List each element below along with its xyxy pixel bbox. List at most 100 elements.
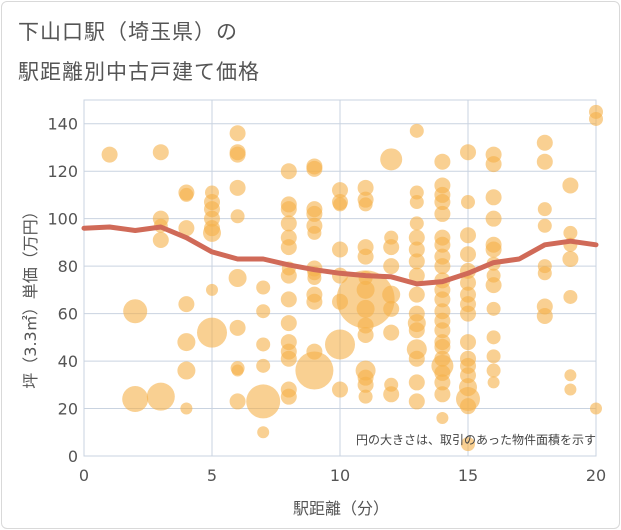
data-bubble [408, 374, 425, 391]
data-bubble [536, 307, 553, 324]
data-bubble [460, 144, 476, 161]
data-bubble [325, 329, 355, 360]
data-bubble [485, 210, 502, 227]
trend-line [81, 224, 599, 287]
data-bubble [197, 317, 227, 348]
data-bubble [178, 220, 195, 237]
data-bubble [358, 197, 373, 212]
y-tick-labels: 0 20 40 60 80 100 120 140 [47, 115, 78, 466]
y-tick-label: 60 [58, 305, 78, 324]
y-tick-label: 40 [58, 352, 78, 371]
data-bubble [229, 125, 246, 142]
data-bubble [564, 383, 577, 396]
data-bubble [485, 277, 502, 294]
data-bubble [436, 412, 449, 425]
data-bubble [123, 299, 148, 324]
data-bubble [383, 239, 400, 256]
data-bubble [564, 369, 577, 382]
data-bubble [122, 386, 149, 413]
y-axis-label: 坪（3.3㎡）単価（万円） [21, 203, 40, 388]
data-bubble [460, 227, 476, 244]
x-axis-label: 駅距離（分） [293, 499, 389, 518]
data-bubble [380, 148, 403, 171]
data-bubble [231, 364, 244, 377]
data-bubble [485, 241, 502, 258]
chart-title-line-1: 下山口駅（埼玉県）の [18, 20, 238, 44]
data-bubble [460, 334, 476, 351]
data-bubble [434, 322, 451, 339]
data-bubble [230, 209, 245, 224]
data-bubble [179, 187, 194, 202]
data-bubble [229, 179, 246, 196]
data-bubble [434, 258, 451, 275]
data-bubble [383, 386, 400, 403]
x-tick-label: 15 [458, 466, 478, 485]
chart-title-line-2: 駅距離別中古戸建て価格 [18, 60, 260, 84]
data-bubble [383, 300, 400, 317]
y-tick-label: 80 [58, 257, 78, 276]
data-bubble [357, 179, 374, 196]
data-bubble [563, 289, 578, 304]
data-bubble [306, 160, 323, 177]
data-bubble [358, 389, 373, 404]
data-bubble [357, 376, 374, 393]
data-bubble [177, 361, 196, 380]
data-bubble [434, 205, 451, 222]
data-bubble [434, 194, 451, 211]
data-bubble [563, 225, 578, 240]
data-bubble [280, 267, 297, 284]
data-bubble [280, 163, 297, 180]
data-bubble [589, 111, 603, 126]
data-bubble [434, 338, 451, 355]
data-bubble [280, 291, 297, 308]
data-bubble [307, 225, 322, 240]
data-bubble [434, 386, 451, 403]
data-bubble [256, 337, 271, 352]
data-bubble [408, 286, 425, 303]
data-bubble [537, 202, 552, 217]
bubble-size-note: 円の大きさは、取引のあった物件面積を示す [356, 432, 596, 447]
data-bubble [434, 291, 451, 308]
y-tick-label: 0 [68, 447, 78, 466]
data-bubble [562, 251, 579, 268]
data-bubble [229, 146, 246, 163]
data-bubble [256, 358, 271, 373]
data-bubble [101, 146, 118, 163]
data-bubble [336, 270, 395, 329]
data-bubble [280, 201, 297, 218]
data-bubble [408, 241, 425, 258]
bubble-layer [101, 104, 603, 452]
data-bubble [460, 274, 476, 291]
data-bubble [408, 393, 425, 410]
data-bubble [382, 285, 401, 304]
data-bubble [485, 189, 502, 206]
data-bubble [434, 236, 451, 253]
data-bubble [332, 241, 348, 258]
data-bubble [295, 351, 334, 390]
data-bubble [434, 153, 451, 170]
data-bubble [486, 363, 501, 378]
data-bubble [280, 239, 297, 256]
data-bubble [203, 223, 221, 242]
data-bubble [487, 376, 500, 389]
y-tick-label: 100 [47, 210, 78, 229]
data-bubble [280, 315, 297, 332]
data-bubble [486, 330, 501, 345]
data-bubble [152, 144, 169, 161]
data-bubble [485, 156, 502, 173]
data-bubble [307, 271, 322, 285]
data-bubble [536, 153, 553, 170]
x-tick-labels: 0 5 10 15 20 [79, 466, 606, 485]
data-bubble [434, 374, 451, 391]
data-bubble [486, 301, 501, 316]
data-bubble [332, 381, 348, 398]
data-bubble [590, 402, 602, 415]
data-bubble [408, 267, 425, 284]
data-bubble [228, 269, 247, 287]
data-bubble [408, 253, 425, 270]
data-bubble [460, 246, 476, 263]
data-bubble [460, 398, 476, 415]
data-bubble [409, 123, 424, 138]
data-bubble [562, 177, 579, 194]
